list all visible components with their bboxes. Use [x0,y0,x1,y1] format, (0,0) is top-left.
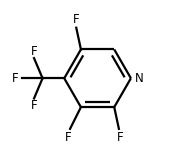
Text: N: N [135,72,144,85]
Text: F: F [65,131,72,144]
Text: F: F [31,99,37,112]
Text: F: F [12,72,19,85]
Text: F: F [117,131,124,144]
Text: F: F [73,13,80,26]
Text: F: F [31,45,37,58]
